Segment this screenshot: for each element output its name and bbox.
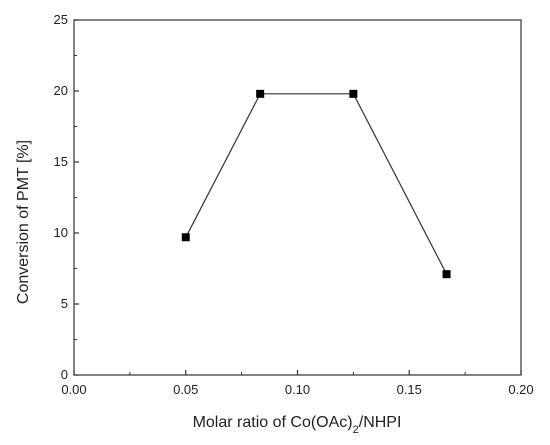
plot-frame (73, 19, 522, 376)
x-axis-title-main: Molar ratio of Co(OAc) (193, 414, 353, 431)
data-point (442, 270, 451, 279)
x-tick-label: 0.05 (173, 382, 198, 397)
y-axis-title: Conversion of PMT [%] (15, 140, 32, 304)
y-tick-label: 10 (54, 225, 68, 240)
data-point (349, 89, 358, 98)
series-layer (181, 89, 451, 279)
series-line (185, 93, 448, 275)
data-point (181, 233, 190, 242)
x-tick-label: 0.20 (508, 382, 533, 397)
y-tick-label: 20 (54, 83, 68, 98)
x-tick-label: 0.15 (397, 382, 422, 397)
y-axis: 0 5 10 15 20 25 (54, 12, 79, 382)
x-tick-label: 0.00 (61, 382, 86, 397)
y-tick-label: 15 (54, 154, 68, 169)
x-axis-title-suffix: /NHPI (359, 414, 402, 431)
y-tick-label: 25 (54, 12, 68, 27)
x-tick-label: 0.10 (285, 382, 310, 397)
data-point (256, 89, 265, 98)
x-axis: 0.00 0.05 0.10 0.15 0.20 (61, 370, 534, 397)
plot-border (73, 19, 522, 376)
x-axis-title-subscript: 2 (353, 424, 359, 436)
y-tick-label: 0 (61, 367, 68, 382)
x-axis-title: Molar ratio of Co(OAc)2/NHPI (193, 414, 402, 436)
y-tick-label: 5 (61, 296, 68, 311)
